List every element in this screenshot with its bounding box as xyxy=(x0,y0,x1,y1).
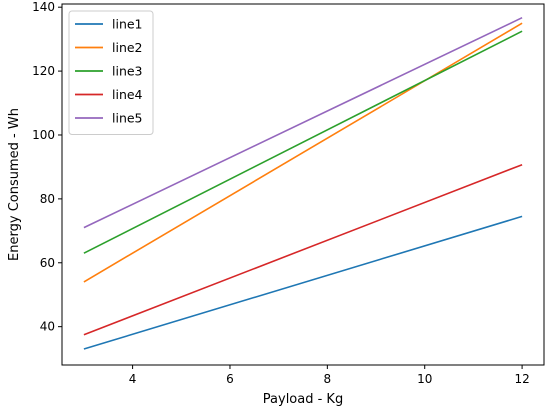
y-tick-label: 120 xyxy=(32,64,55,78)
series-line-line3 xyxy=(83,30,523,254)
y-tick-label: 100 xyxy=(32,128,55,142)
legend-label: line1 xyxy=(112,17,143,32)
x-tick-label: 10 xyxy=(417,372,432,386)
y-tick-label: 140 xyxy=(32,0,55,14)
legend-item-line3: line3 xyxy=(75,64,143,79)
x-tick-label: 6 xyxy=(226,372,234,386)
x-tick-label: 4 xyxy=(129,372,137,386)
legend-item-line2: line2 xyxy=(75,40,143,55)
legend: line1 line2 line3 line4 line5 xyxy=(68,10,154,135)
x-tick-label: 8 xyxy=(324,372,332,386)
x-axis-ticks: 4 6 8 10 12 xyxy=(129,365,530,386)
y-axis-label: Energy Consumed - Wh xyxy=(7,108,22,261)
y-tick-label: 60 xyxy=(40,256,55,270)
x-tick-label: 12 xyxy=(514,372,529,386)
plot-frame xyxy=(61,3,545,366)
legend-box xyxy=(68,10,154,135)
series-line-line5 xyxy=(83,16,523,229)
plot-lines xyxy=(83,16,523,350)
legend-label: line2 xyxy=(112,40,143,55)
legend-label: line3 xyxy=(112,64,143,79)
x-axis-label: Payload - Kg xyxy=(263,392,343,407)
y-tick-label: 40 xyxy=(40,320,55,334)
y-tick-label: 80 xyxy=(40,192,55,206)
series-line-line2 xyxy=(83,22,523,283)
legend-item-line1: line1 xyxy=(75,17,143,32)
series-line-line1 xyxy=(83,215,523,350)
legend-item-line5: line5 xyxy=(75,111,143,126)
legend-label: line4 xyxy=(112,87,143,102)
legend-label: line5 xyxy=(112,111,143,126)
legend-item-line4: line4 xyxy=(75,87,143,102)
y-axis-ticks: 40 60 80 100 120 140 xyxy=(32,0,62,334)
series-line-line4 xyxy=(83,163,523,336)
